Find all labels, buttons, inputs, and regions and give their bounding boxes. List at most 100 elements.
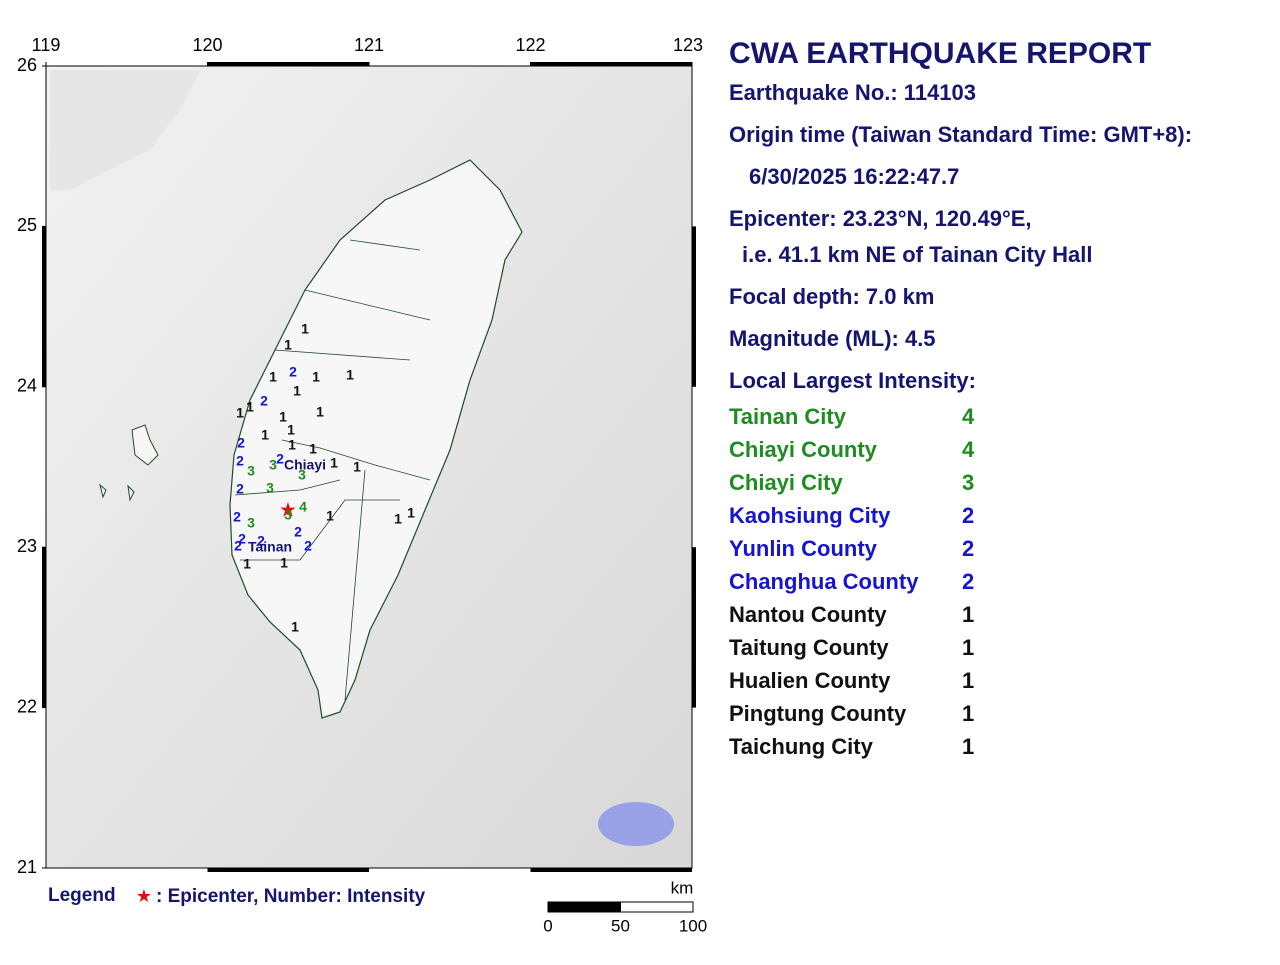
intensity-label: 1 [236,405,244,421]
intensity-label: 4 [299,499,307,515]
intensity-label: 1 [288,437,296,453]
intensity-label: 1 [326,508,334,524]
legend-symbol: ★ [136,886,152,906]
place-name: Chiayi [284,457,326,473]
intensity-label: 2 [238,531,246,547]
county-name: Chiayi County [729,437,878,462]
intensity-label: 1 [309,441,317,457]
county-name: Changhua County [729,569,919,594]
epicenter-star: ★ [279,499,297,521]
intensity-label: 2 [237,435,245,451]
intensity-label: 2 [294,524,302,540]
intensity-label: 3 [247,463,255,479]
lat-label: 22 [17,696,37,716]
legend-text: : Epicenter, Number: Intensity [156,886,426,907]
scale-segment [547,901,621,913]
intensity-label: 2 [257,533,265,549]
county-name: Hualien County [729,668,891,693]
frame-band [207,868,369,872]
focal-depth: Focal depth: 7.0 km [729,284,934,309]
intensity-label: 1 [280,555,288,571]
intensity-label: 1 [284,337,292,353]
scale-label: 0 [543,916,552,935]
intensity-label: 1 [243,556,251,572]
frame-band [530,62,692,66]
county-name: Nantou County [729,602,887,627]
intensity-label: 1 [279,409,287,425]
county-intensity: 1 [962,701,974,726]
lon-label: 121 [354,35,384,55]
county-name: Taichung City [729,734,874,759]
report-title: CWA EARTHQUAKE REPORT [729,37,1151,70]
lon-label: 123 [673,35,703,55]
origin-time: 6/30/2025 16:22:47.7 [749,164,959,189]
intensity-label: 1 [353,459,361,475]
intensity-label: 1 [293,383,301,399]
lat-label: 21 [17,857,37,877]
county-intensity: 2 [962,536,974,561]
cwa-logo [598,802,674,846]
intensity-label: 2 [236,453,244,469]
lat-label: 23 [17,536,37,556]
intensity-label: 2 [236,481,244,497]
scale-segment [620,901,694,913]
intensity-label: 3 [284,507,292,523]
frame-band [42,226,46,387]
scale-unit: km [671,878,694,897]
intensity-label: 3 [298,467,306,483]
intensity-label: 1 [407,505,415,521]
intensity-label: 1 [316,404,324,420]
place-name: Tainan [248,539,292,555]
intensity-label: 1 [269,369,277,385]
county-name: Tainan City [729,404,847,429]
scale-label: 50 [611,916,630,935]
lon-label: 122 [515,35,545,55]
mainland-coast [50,70,200,190]
county-intensity: 4 [962,404,975,429]
intensity-label: 1 [330,455,338,471]
intensity-label: 2 [304,538,312,554]
lon-label: 119 [32,35,61,55]
intensity-label: 1 [301,321,309,337]
intensity-label: 3 [266,480,274,496]
county-borders [234,239,431,701]
frame-band [530,868,692,872]
earthquake-number: Earthquake No.: 114103 [729,80,976,105]
county-name: Taitung County [729,635,889,660]
intensity-label: 2 [276,451,284,467]
intensity-label: 2 [289,364,297,380]
county-name: Kaohsiung City [729,503,891,528]
magnitude: Magnitude (ML): 4.5 [729,326,936,351]
county-name: Yunlin County [729,536,878,561]
county-intensity: 4 [962,437,975,462]
county-intensity: 2 [962,569,974,594]
lat-label: 24 [17,376,37,396]
intensity-label: 3 [247,515,255,531]
county-name: Chiayi City [729,470,843,495]
county-intensity: 3 [962,470,974,495]
frame-band [42,547,46,708]
epicenter-reference: i.e. 41.1 km NE of Tainan City Hall [742,242,1092,267]
intensity-label: 2 [260,393,268,409]
county-name: Pingtung County [729,701,907,726]
county-intensity: 1 [962,668,974,693]
intensity-label: 2 [234,538,242,554]
intensity-label: 1 [261,427,269,443]
intensity-label: 1 [312,369,320,385]
frame-band [692,226,696,387]
epicenter: Epicenter: 23.23°N, 120.49°E, [729,206,1032,231]
county-intensity: 1 [962,734,974,759]
county-intensity: 1 [962,635,974,660]
penghu-islands [99,424,159,502]
intensity-label: 1 [394,511,402,527]
legend-label: Legend [48,885,116,906]
intensity-label: 3 [269,457,277,473]
lon-label: 120 [192,35,222,55]
county-intensity: 2 [962,503,974,528]
taiwan-outline [229,159,523,719]
intensity-label: 1 [346,367,354,383]
frame-band [692,547,696,708]
county-intensity: 1 [962,602,974,627]
